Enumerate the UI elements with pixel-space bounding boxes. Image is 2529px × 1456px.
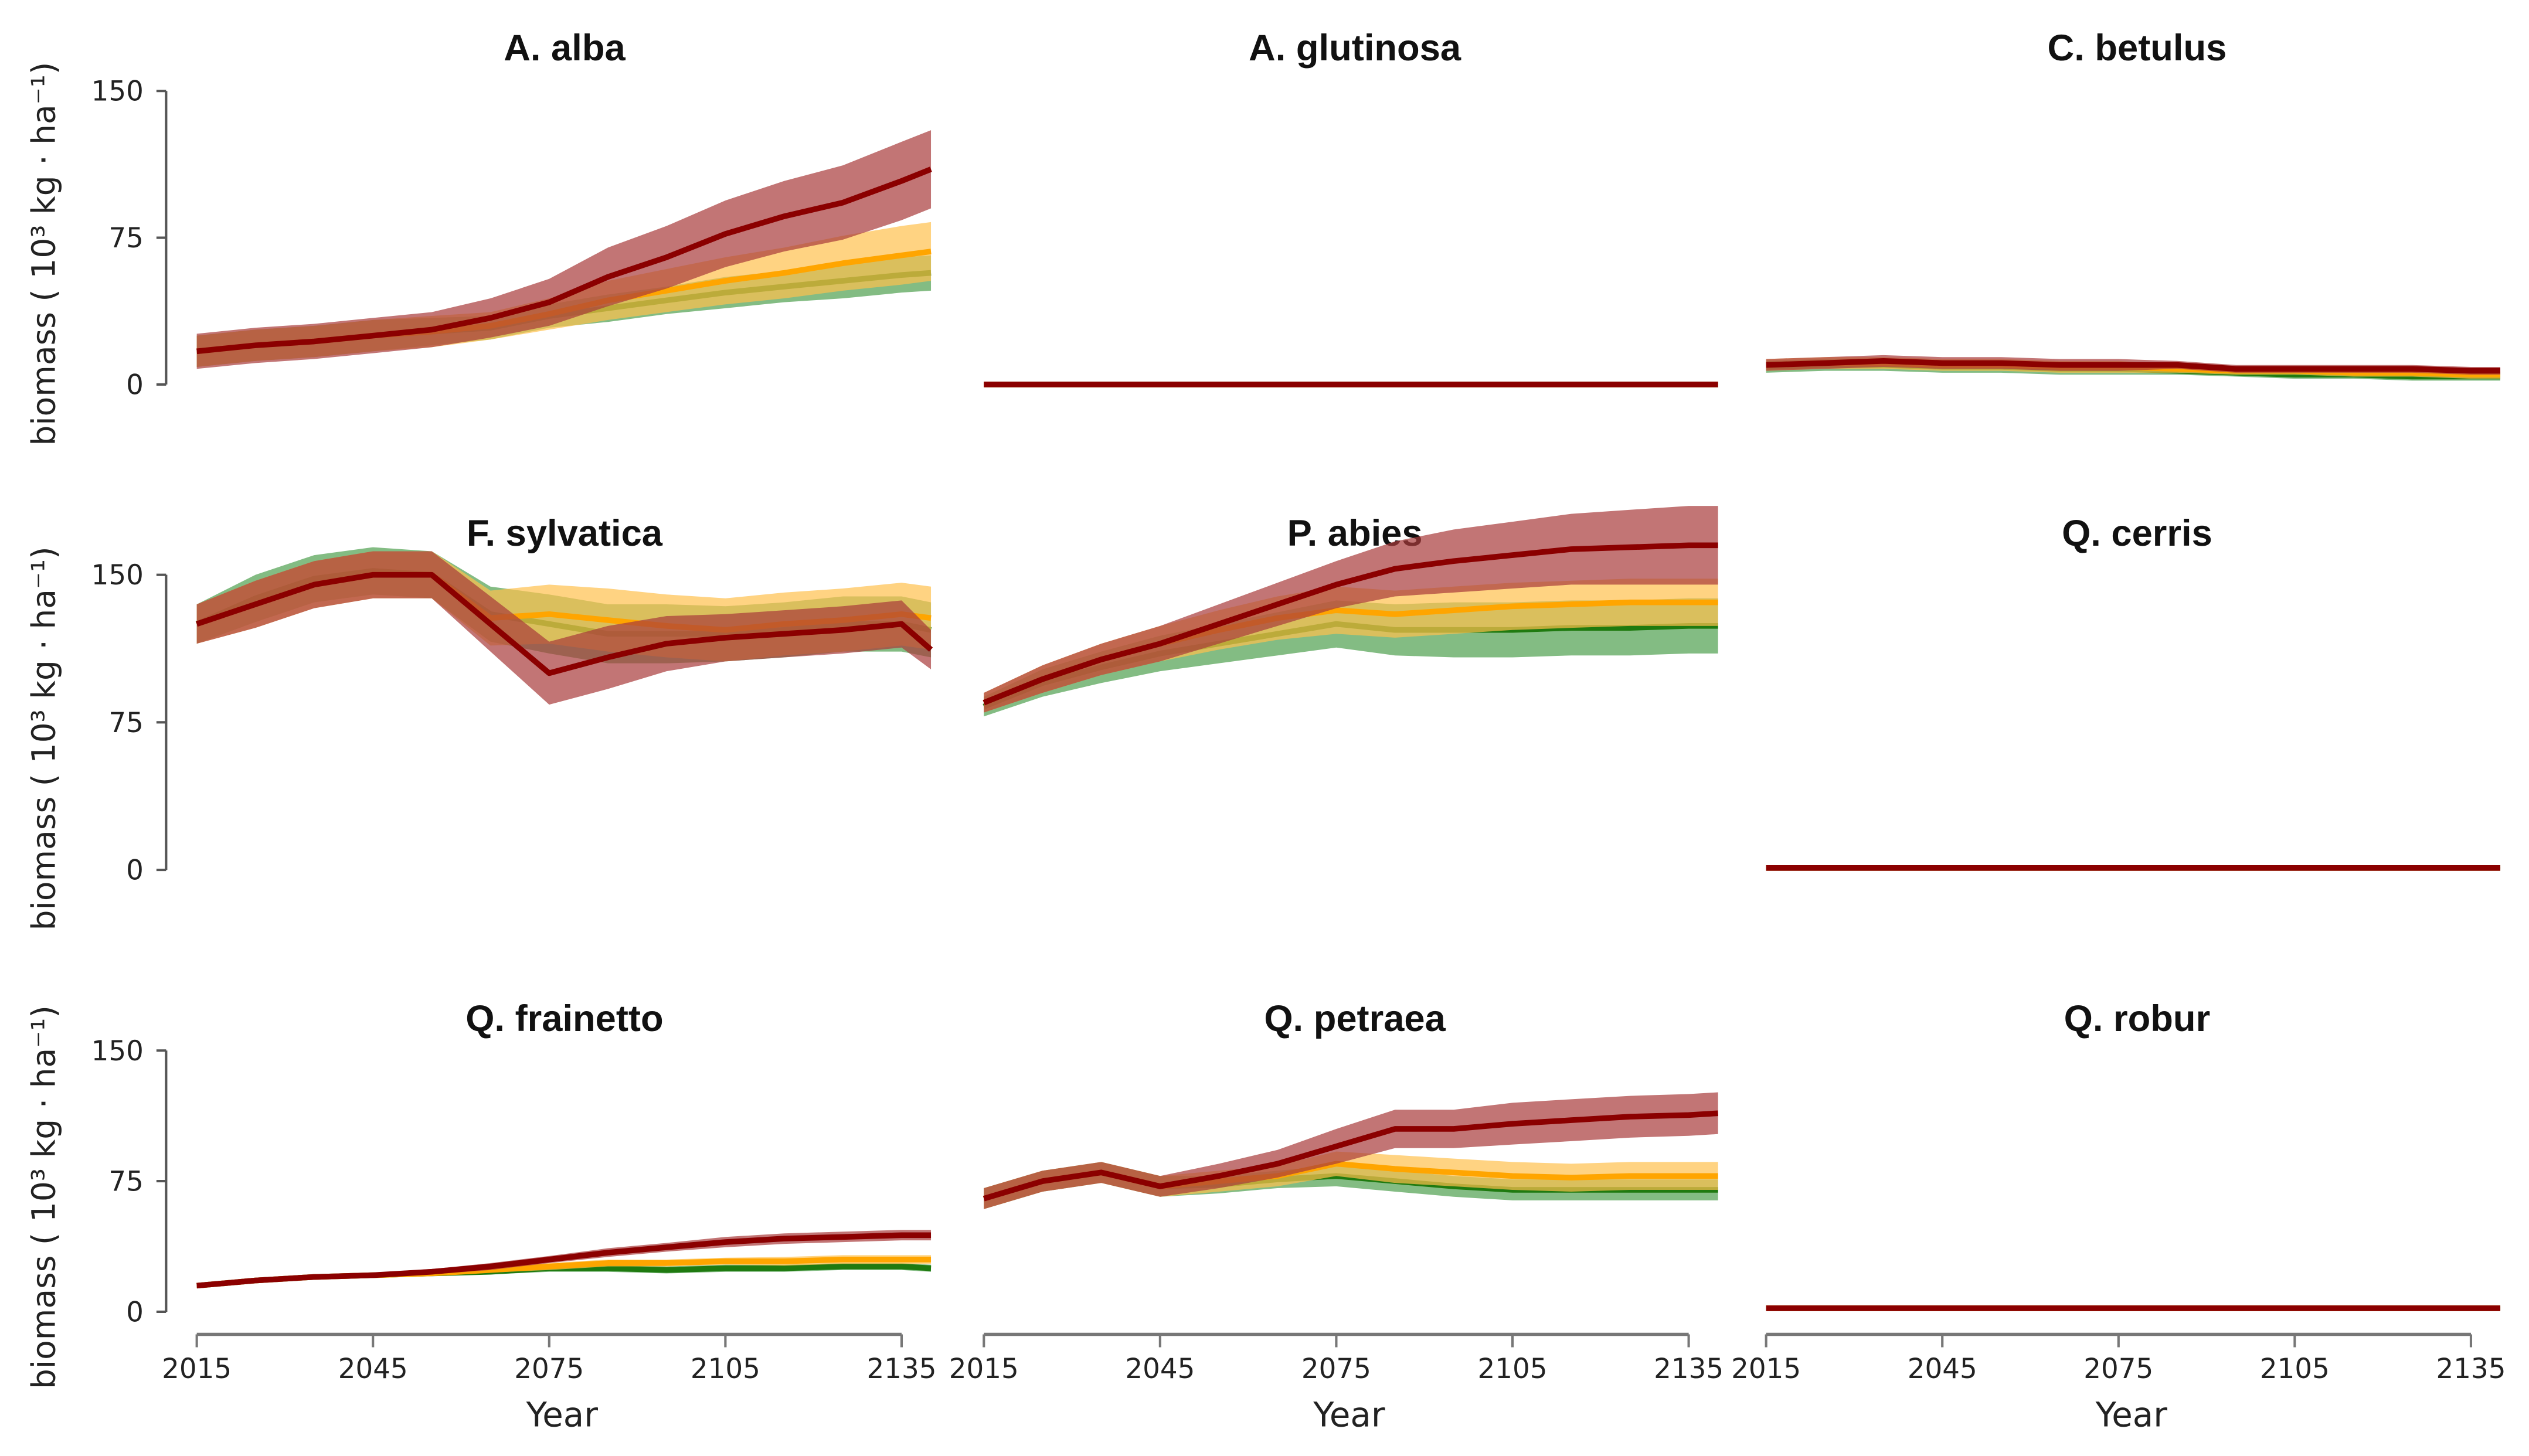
mean-line-red <box>983 542 1718 706</box>
confidence-band-red <box>984 506 1718 713</box>
x-tick-label: 2075 <box>514 1353 584 1385</box>
panel-a-glutinosa: A. glutinosa <box>984 28 1718 387</box>
x-tick-label: 2015 <box>1731 1353 1801 1385</box>
panel-title: Q. petraea <box>1264 998 1446 1039</box>
y-tick-label: 0 <box>126 369 144 401</box>
panel-title: Q. cerris <box>2062 513 2212 554</box>
x-tick-label: 2015 <box>162 1353 232 1385</box>
panel-title: Q. robur <box>2064 998 2211 1039</box>
y-tick-label: 150 <box>91 560 144 591</box>
x-tick-label: 2045 <box>1908 1353 1977 1385</box>
x-tick-label: 2105 <box>2260 1353 2330 1385</box>
x-axis-label: Year <box>1313 1394 1385 1434</box>
y-tick-label: 75 <box>108 223 144 254</box>
panel-a-alba: A. alba 0 75 150 biomass ( 10³ kg · ha⁻¹) <box>25 28 932 446</box>
y-axis-label: biomass ( 10³ kg · ha⁻¹) <box>25 546 63 930</box>
x-axis-label: Year <box>526 1394 599 1434</box>
mean-line-red <box>1766 358 2501 374</box>
mean-line-red <box>983 1110 1718 1202</box>
y-tick-label: 0 <box>126 855 144 887</box>
panel-title: A. alba <box>504 28 626 69</box>
confidence-band-orange <box>984 579 1718 713</box>
panel-q-frainetto: Q. frainetto 0 75 150 biomass ( 10³ kg · ha⁻… <box>25 998 937 1434</box>
y-axis-label: biomass ( 10³ kg · ha⁻¹) <box>25 62 63 446</box>
x-tick-label: 2075 <box>1301 1353 1371 1385</box>
confidence-band-red <box>196 551 932 705</box>
y-tick-label: 75 <box>108 707 144 739</box>
panel-title: F. sylvatica <box>467 513 663 554</box>
panel-title: Q. frainetto <box>465 998 663 1039</box>
y-axis-label: biomass ( 10³ kg · ha⁻¹) <box>25 1005 63 1389</box>
panel-f-sylvatica: F. sylvatica 0 75 150 biomass ( 10³ kg · ha⁻… <box>25 513 933 930</box>
x-tick-label: 2135 <box>866 1353 936 1385</box>
x-tick-label: 2135 <box>1654 1353 1724 1385</box>
x-axis-label: Year <box>2095 1394 2168 1434</box>
panel-q-petraea: Q. petraea 2015 2045 2075 2105 2135 Year <box>949 998 1724 1434</box>
confidence-band-green <box>984 1162 1718 1209</box>
y-tick-label: 75 <box>108 1166 144 1198</box>
panel-title: C. betulus <box>2048 28 2227 69</box>
panel-q-cerris: Q. cerris <box>1766 513 2501 871</box>
panel-q-robur: Q. robur 2015 2045 2075 2105 2135 Year <box>1731 998 2506 1434</box>
x-tick-label: 2135 <box>2436 1353 2506 1385</box>
x-tick-label: 2045 <box>1125 1353 1195 1385</box>
panel-p-abies: P. abies <box>983 506 1718 717</box>
x-tick-label: 2075 <box>2083 1353 2153 1385</box>
x-tick-label: 2105 <box>691 1353 760 1385</box>
y-tick-label: 150 <box>91 76 144 108</box>
mean-line-red <box>196 1232 932 1289</box>
y-tick-label: 0 <box>126 1297 144 1328</box>
mean-line-red <box>196 571 933 676</box>
mean-line-red <box>196 166 932 355</box>
panel-title: A. glutinosa <box>1249 28 1461 69</box>
panel-c-betulus: C. betulus <box>1766 28 2501 381</box>
x-tick-label: 2105 <box>1478 1353 1548 1385</box>
x-tick-label: 2015 <box>949 1353 1019 1385</box>
y-tick-label: 150 <box>91 1036 144 1067</box>
x-tick-label: 2045 <box>338 1353 408 1385</box>
